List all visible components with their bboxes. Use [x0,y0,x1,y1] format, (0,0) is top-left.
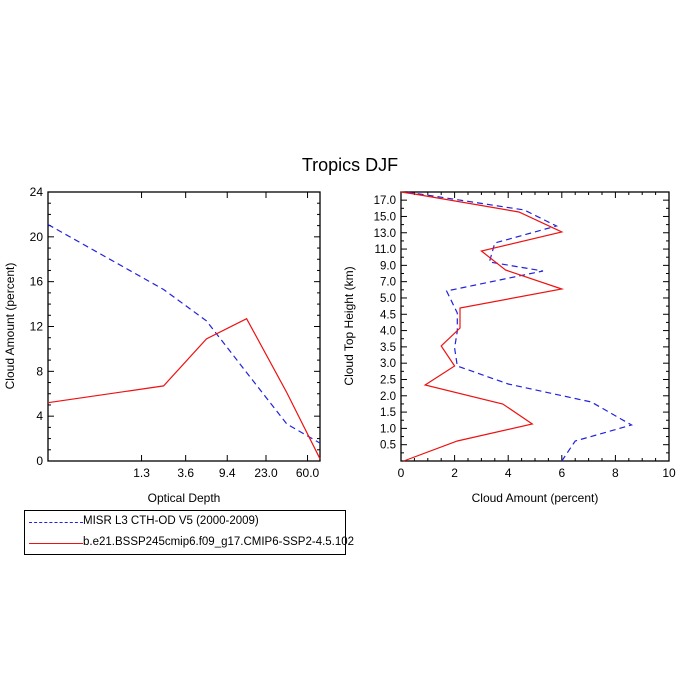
right-y-tick-label: 3.0 [380,358,396,370]
right-y-tick-label: 7.0 [380,277,396,289]
right-y-tick-label: 15.0 [374,211,396,223]
left-series [47,223,321,460]
right-y-tick-label: 2.0 [380,391,396,403]
right-x-tick-label: 4 [505,466,512,480]
right-chart: 0.5 1.0 1.5 2.0 2.5 3.0 3.5 4.0 4.5 5.0 7.0 9.0 11.0… [342,191,676,505]
right-y-tick-label: 5.0 [380,293,396,305]
right-y-tick-label: 17.0 [374,195,396,207]
figure-title: Tropics DJF [302,155,398,175]
right-y-axis-label: Cloud Top Height (km) [342,266,356,385]
left-x-tick-label: 1.3 [133,466,150,480]
right-x-tick-label: 10 [662,466,676,480]
left-y-tick-label: 0 [36,454,43,468]
left-y-tick-label: 12 [30,320,44,334]
right-x-tick-label: 6 [558,466,565,480]
right-x-tick-label: 0 [398,466,405,480]
right-x-tick-label: 8 [612,466,619,480]
left-y-tick-label: 4 [36,409,43,423]
left-y-tick-label: 20 [30,230,44,244]
legend-label-model: b.e21.BSSP245cmip6.f09_g17.CMIP6-SSP2-4.… [83,536,355,548]
right-y-tick-label: 4.0 [380,326,396,338]
right-y-tick-label: 3.5 [380,342,396,354]
legend-entry-model: b.e21.BSSP245cmip6.f09_g17.CMIP6-SSP2-4.… [25,533,354,555]
right-x-tick-label: 2 [451,466,458,480]
right-series-obs-line [406,191,634,462]
left-x-tick-label: 9.4 [219,466,236,480]
legend-label-obs: MISR L3 CTH-OD V5 (2000-2009) [83,515,259,527]
left-y-tick-label: 24 [30,185,44,199]
right-plot-frame [400,191,670,462]
right-y-tick-label: 9.0 [380,260,396,272]
right-y-tick-label: 1.0 [380,423,396,435]
right-y-tick-label: 4.5 [380,309,396,321]
left-x-axis-label: Optical Depth [148,491,221,505]
left-ticks: 0 4 8 12 16 20 24 1.3 3.6 9.4 23.0 60.0 [30,185,320,480]
left-y-axis-label: Cloud Amount (percent) [3,263,17,390]
left-y-tick-label: 8 [36,364,43,378]
legend-swatch-obs [29,522,83,523]
left-chart: 0 4 8 12 16 20 24 1.3 3.6 9.4 23.0 60.0 Optical Dep… [3,185,321,505]
left-x-tick-label: 3.6 [177,466,194,480]
left-plot-frame [47,191,321,462]
left-series-obs-line [47,223,321,444]
right-series [400,191,634,462]
legend: MISR L3 CTH-OD V5 (2000-2009) b.e21.BSSP… [24,510,354,555]
right-y-tick-label: 2.5 [380,374,396,386]
left-x-tick-label: 60.0 [296,466,320,480]
left-y-tick-label: 16 [30,275,44,289]
right-y-tick-label: 13.0 [374,228,396,240]
right-y-tick-label: 11.0 [374,244,396,256]
right-ticks: 0.5 1.0 1.5 2.0 2.5 3.0 3.5 4.0 4.5 5.0 7.0 9.0 11.0… [374,192,676,480]
left-series-model-line [47,317,321,460]
legend-entry-obs: MISR L3 CTH-OD V5 (2000-2009) [25,512,345,534]
right-series-model-line [400,191,565,462]
right-y-tick-label: 0.5 [380,440,396,452]
left-x-tick-label: 23.0 [254,466,278,480]
right-y-tick-label: 1.5 [380,407,396,419]
legend-swatch-model [29,543,83,544]
right-x-axis-label: Cloud Amount (percent) [472,491,599,505]
